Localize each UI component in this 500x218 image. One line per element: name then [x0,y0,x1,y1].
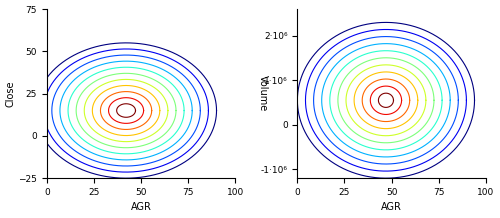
Y-axis label: Close: Close [6,80,16,107]
X-axis label: AGR: AGR [130,203,152,213]
Y-axis label: Volume: Volume [258,75,268,112]
X-axis label: AGR: AGR [381,203,402,213]
